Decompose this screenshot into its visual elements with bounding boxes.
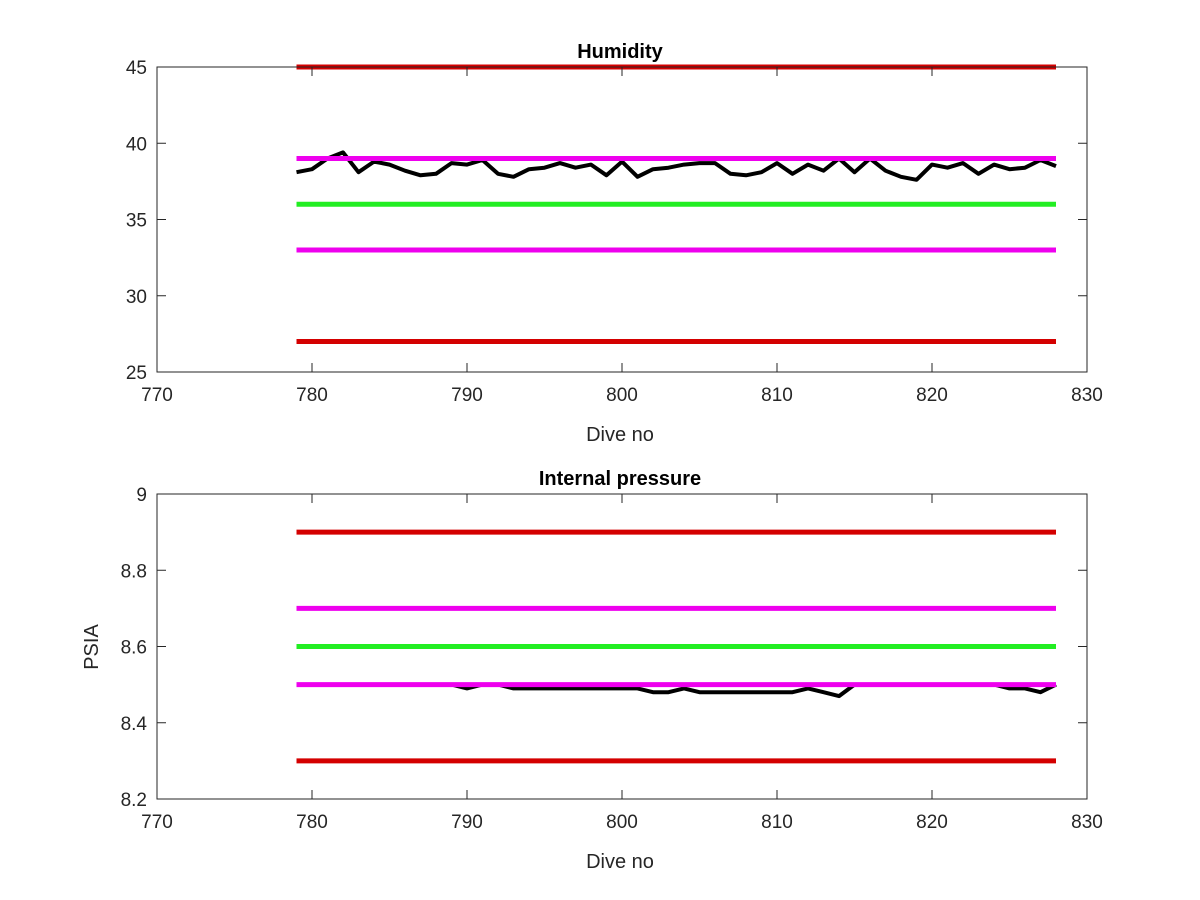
pressure-x-tick-label: 780 (296, 812, 328, 833)
humidity-x-tick-label: 770 (141, 385, 173, 406)
pressure-y-tick-label: 9 (136, 485, 147, 506)
humidity-y-tick-label: 35 (126, 211, 147, 232)
pressure-x-tick-label: 800 (606, 812, 638, 833)
humidity-chart: Humidity 770 780 790 800 810 820 830 25 30 35 40 45… (126, 41, 1103, 446)
pressure-x-tick-label: 820 (916, 812, 948, 833)
humidity-x-tick-label: 810 (761, 385, 793, 406)
pressure-chart: Internal pressure 770 780 790 800 810 820 830 8… (81, 468, 1103, 873)
humidity-data-line (296, 150, 1057, 182)
humidity-y-tick-label: 45 (126, 58, 147, 79)
humidity-plot-area: 770 780 790 800 810 820 830 25 30 35 40 45 (126, 58, 1103, 406)
pressure-y-axis-label: PSIA (81, 624, 103, 670)
pressure-x-tick-label: 770 (141, 812, 173, 833)
humidity-y-tick-label: 30 (126, 287, 147, 308)
pressure-x-tick-label: 790 (451, 812, 483, 833)
pressure-y-tick-label: 8.8 (121, 561, 147, 582)
pressure-title: Internal pressure (539, 468, 701, 490)
humidity-x-tick-label: 820 (916, 385, 948, 406)
humidity-x-axis-label: Dive no (586, 424, 654, 446)
humidity-y-tick-label: 40 (126, 134, 147, 155)
pressure-y-tick-label: 8.2 (121, 790, 147, 811)
pressure-y-tick-label: 8.6 (121, 638, 147, 659)
pressure-x-tick-label: 830 (1071, 812, 1103, 833)
humidity-title: Humidity (577, 41, 663, 63)
humidity-x-tick-label: 790 (451, 385, 483, 406)
humidity-x-tick-label: 780 (296, 385, 328, 406)
humidity-x-tick-label: 830 (1071, 385, 1103, 406)
pressure-x-axis-label: Dive no (586, 851, 654, 873)
pressure-x-tick-label: 810 (761, 812, 793, 833)
pressure-y-tick-label: 8.4 (121, 714, 148, 735)
pressure-plot-area: 770 780 790 800 810 820 830 8.2 8.4 8.6 8.8 9 (121, 485, 1103, 833)
humidity-x-tick-label: 800 (606, 385, 638, 406)
humidity-y-tick-label: 25 (126, 363, 147, 384)
